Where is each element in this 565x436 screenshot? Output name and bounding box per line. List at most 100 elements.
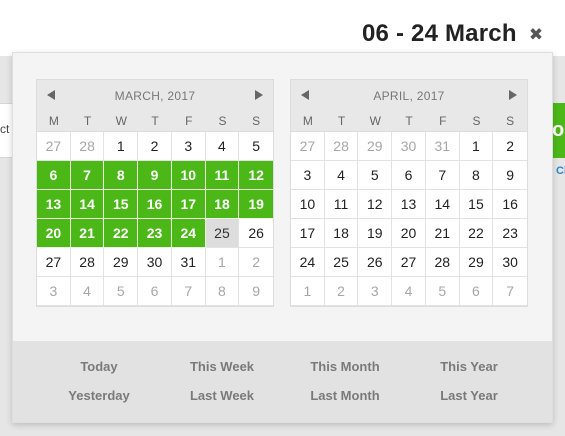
day-cell-selected[interactable]: 24 [171, 219, 206, 248]
preset-this-week[interactable]: This Week [189, 359, 255, 374]
day-cell[interactable]: 17 [291, 219, 325, 248]
day-cell[interactable]: 10 [291, 190, 325, 219]
day-cell-other-month[interactable]: 1 [291, 277, 325, 306]
day-cell-today[interactable]: 25 [205, 219, 240, 248]
day-cell-other-month[interactable]: 4 [70, 277, 105, 306]
day-cell-selected[interactable]: 7 [70, 161, 105, 190]
preset-last-month[interactable]: Last Month [310, 388, 380, 403]
preset-last-week[interactable]: Last Week [189, 388, 255, 403]
day-cell-other-month[interactable]: 1 [205, 248, 240, 277]
day-cell[interactable]: 4 [324, 161, 359, 190]
day-cell[interactable]: 6 [392, 161, 426, 190]
day-cell[interactable]: 19 [358, 219, 393, 248]
day-cell[interactable]: 29 [459, 248, 494, 277]
day-cell-other-month[interactable]: 7 [171, 277, 206, 306]
day-cell-other-month[interactable]: 28 [70, 132, 105, 161]
day-cell[interactable]: 8 [459, 161, 494, 190]
day-cell[interactable]: 2 [138, 132, 172, 161]
day-cell-selected[interactable]: 19 [239, 190, 274, 219]
day-cell[interactable]: 11 [324, 190, 359, 219]
day-cell-other-month[interactable]: 3 [37, 277, 71, 306]
preset-this-month[interactable]: This Month [310, 359, 380, 374]
day-cell[interactable]: 30 [138, 248, 172, 277]
day-cell-selected[interactable]: 18 [205, 190, 240, 219]
preset-yesterday[interactable]: Yesterday [68, 388, 130, 403]
day-cell[interactable]: 21 [425, 219, 460, 248]
day-cell-other-month[interactable]: 28 [324, 132, 359, 161]
day-cell-other-month[interactable]: 8 [205, 277, 240, 306]
day-cell-selected[interactable]: 21 [70, 219, 105, 248]
day-cell[interactable]: 14 [425, 190, 460, 219]
day-cell-selected[interactable]: 8 [104, 161, 139, 190]
day-cell-other-month[interactable]: 5 [425, 277, 460, 306]
day-cell[interactable]: 9 [493, 161, 528, 190]
prev-month-icon[interactable] [301, 90, 309, 100]
day-cell-other-month[interactable]: 5 [104, 277, 139, 306]
day-cell[interactable]: 20 [392, 219, 426, 248]
day-cell-selected[interactable]: 10 [171, 161, 206, 190]
day-cell[interactable]: 24 [291, 248, 325, 277]
prev-month-icon[interactable] [47, 90, 55, 100]
day-cell-other-month[interactable]: 6 [459, 277, 494, 306]
close-icon[interactable]: ✖ [528, 25, 544, 44]
day-cell[interactable]: 2 [493, 132, 528, 161]
day-cell-selected[interactable]: 13 [37, 190, 71, 219]
day-cell-other-month[interactable]: 30 [392, 132, 426, 161]
day-cell-other-month[interactable]: 2 [324, 277, 359, 306]
day-cell[interactable]: 3 [171, 132, 206, 161]
day-cell-selected[interactable]: 17 [171, 190, 206, 219]
day-cell[interactable]: 4 [205, 132, 240, 161]
day-cell[interactable]: 26 [239, 219, 274, 248]
day-cell[interactable]: 1 [104, 132, 139, 161]
day-cell[interactable]: 18 [324, 219, 359, 248]
day-cell-other-month[interactable]: 9 [239, 277, 274, 306]
next-month-icon[interactable] [509, 90, 517, 100]
day-cell-other-month[interactable]: 6 [138, 277, 172, 306]
day-cell-selected[interactable]: 12 [239, 161, 274, 190]
day-cell[interactable]: 7 [425, 161, 460, 190]
day-cell[interactable]: 16 [493, 190, 528, 219]
day-cell[interactable]: 30 [493, 248, 528, 277]
day-cell[interactable]: 28 [425, 248, 460, 277]
day-cell-other-month[interactable]: 27 [291, 132, 325, 161]
day-cell[interactable]: 25 [324, 248, 359, 277]
day-cell[interactable]: 12 [358, 190, 393, 219]
day-cell-selected[interactable]: 20 [37, 219, 71, 248]
selected-range-title[interactable]: 06 - 24 March [362, 20, 517, 47]
day-cell-selected[interactable]: 14 [70, 190, 105, 219]
day-cell-selected[interactable]: 6 [37, 161, 71, 190]
day-cell-selected[interactable]: 22 [104, 219, 139, 248]
day-cell-other-month[interactable]: 31 [425, 132, 460, 161]
day-cell-selected[interactable]: 9 [138, 161, 172, 190]
background-link[interactable]: Cl [556, 165, 565, 177]
day-cell-selected[interactable]: 16 [138, 190, 172, 219]
day-cell[interactable]: 26 [358, 248, 393, 277]
day-cell[interactable]: 15 [459, 190, 494, 219]
day-cell-other-month[interactable]: 27 [37, 132, 71, 161]
day-cell-other-month[interactable]: 3 [358, 277, 393, 306]
day-cell-other-month[interactable]: 7 [493, 277, 528, 306]
day-cell-selected[interactable]: 11 [205, 161, 240, 190]
next-month-icon[interactable] [255, 90, 263, 100]
day-cell[interactable]: 3 [291, 161, 325, 190]
day-cell[interactable]: 31 [171, 248, 206, 277]
day-cell[interactable]: 29 [104, 248, 139, 277]
day-cell[interactable]: 13 [392, 190, 426, 219]
day-cell[interactable]: 23 [493, 219, 528, 248]
day-cell[interactable]: 27 [37, 248, 71, 277]
preset-last-year[interactable]: Last Year [440, 388, 498, 403]
day-cell[interactable]: 5 [239, 132, 274, 161]
day-cell[interactable]: 1 [459, 132, 494, 161]
preset-today[interactable]: Today [80, 359, 118, 374]
day-cell[interactable]: 22 [459, 219, 494, 248]
day-cell-selected[interactable]: 23 [138, 219, 172, 248]
day-cell-other-month[interactable]: 2 [239, 248, 274, 277]
day-cell[interactable]: 5 [358, 161, 393, 190]
preset-this-year[interactable]: This Year [440, 359, 498, 374]
day-cell[interactable]: 27 [392, 248, 426, 277]
day-cell-other-month[interactable]: 29 [358, 132, 393, 161]
day-cell-other-month[interactable]: 4 [392, 277, 426, 306]
day-cell-selected[interactable]: 15 [104, 190, 139, 219]
day-cell[interactable]: 28 [70, 248, 105, 277]
background-action-button[interactable]: ol [550, 103, 565, 158]
